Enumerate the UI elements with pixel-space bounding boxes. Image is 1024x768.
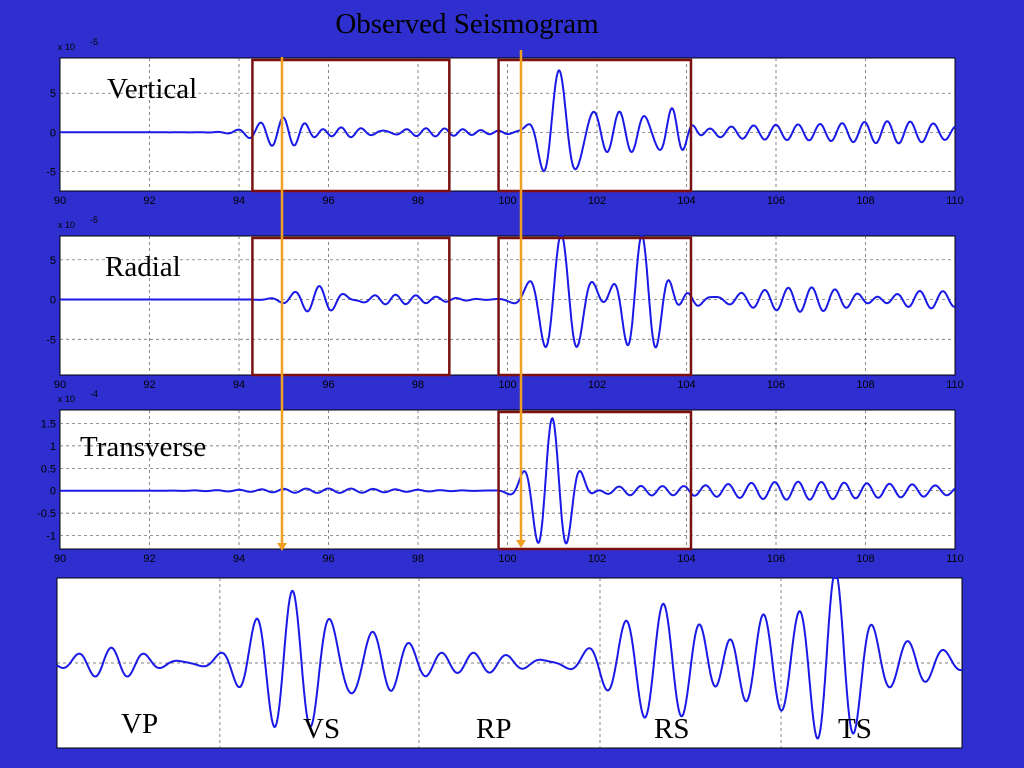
axis-exponent: x 10 [58,220,75,230]
y-tick-label: 0 [50,295,56,307]
phase-window-box [251,236,451,377]
panel-transverse: 90 92 94 96 98 100 102 104 106 108 110 1.5 1 0.5 0 -0.5… [37,389,964,565]
phase-window-box [497,236,693,377]
y-tick-label: -5 [46,166,56,178]
x-tick-label: 108 [856,195,874,207]
x-tick-label: 94 [233,379,245,391]
panel-vertical: 90 92 94 96 98 100 102 104 106 108 110 5 0 -5 x 10 -5 Ve… [46,37,964,207]
y-tick-label: -5 [46,334,56,346]
x-tick-label: 90 [54,553,66,565]
axis-exponent-power: -4 [90,389,98,399]
x-tick-label: 100 [498,195,516,207]
x-tick-label: 96 [322,195,334,207]
phase-label: RS [654,713,689,745]
x-tick-label: 94 [233,553,245,565]
x-tick-label: 92 [143,379,155,391]
seismogram-trace [60,234,956,349]
y-tick-label: 1 [50,441,56,453]
panel-synthetic: VP VS RP RS TS [56,577,963,749]
seismogram-trace [56,577,963,740]
x-tick-label: 100 [498,553,516,565]
y-tick-label: 0 [50,486,56,498]
phase-label: TS [838,713,872,745]
x-tick-label: 90 [54,379,66,391]
y-tick-label: 0 [50,127,56,139]
x-tick-label: 100 [498,379,516,391]
phase-window-box [497,58,693,193]
y-tick-label: -0.5 [37,508,56,520]
x-tick-label: 102 [588,379,606,391]
x-tick-label: 108 [856,379,874,391]
panel-radial: 90 92 94 96 98 100 102 104 106 108 110 5 0 -5 x 10 -5 Ra… [46,215,964,391]
x-tick-label: 106 [767,553,785,565]
component-label: Radial [105,251,181,283]
y-tick-label: -1 [46,531,56,543]
axis-exponent: x 10 [58,394,75,404]
arrival-marker-arrowhead [516,540,526,548]
y-tick-label: 0.5 [41,463,56,475]
x-tick-label: 98 [412,379,424,391]
x-tick-label: 90 [54,195,66,207]
x-tick-label: 104 [677,553,695,565]
x-tick-label: 104 [677,379,695,391]
component-label: Vertical [107,73,197,105]
phase-window-box [497,410,693,551]
x-tick-label: 94 [233,195,245,207]
x-tick-label: 106 [767,379,785,391]
component-label: Transverse [80,431,206,463]
axis-exponent: x 10 [58,42,75,52]
y-tick-label: 5 [50,255,56,267]
x-tick-label: 104 [677,195,695,207]
y-tick-label: 5 [50,88,56,100]
x-tick-label: 108 [856,553,874,565]
seismogram-trace [60,416,956,545]
x-tick-label: 102 [588,553,606,565]
x-tick-label: 92 [143,553,155,565]
phase-label: VP [121,708,158,740]
x-tick-label: 96 [322,379,334,391]
x-tick-label: 96 [322,553,334,565]
x-tick-label: 98 [412,195,424,207]
axis-exponent-power: -5 [90,215,98,225]
x-tick-label: 110 [946,195,964,207]
x-tick-label: 110 [946,379,964,391]
y-tick-label: 1.5 [41,418,56,430]
x-tick-label: 102 [588,195,606,207]
x-tick-label: 98 [412,553,424,565]
phase-label: VS [303,713,340,745]
x-tick-label: 110 [946,553,964,565]
axis-exponent-power: -5 [90,37,98,47]
seismogram-trace [60,69,956,173]
x-tick-label: 106 [767,195,785,207]
arrival-marker-arrowhead [277,543,287,551]
slide-title: Observed Seismogram [335,8,599,40]
phase-window-box [251,58,451,193]
x-tick-label: 92 [143,195,155,207]
phase-label: RP [476,713,511,745]
